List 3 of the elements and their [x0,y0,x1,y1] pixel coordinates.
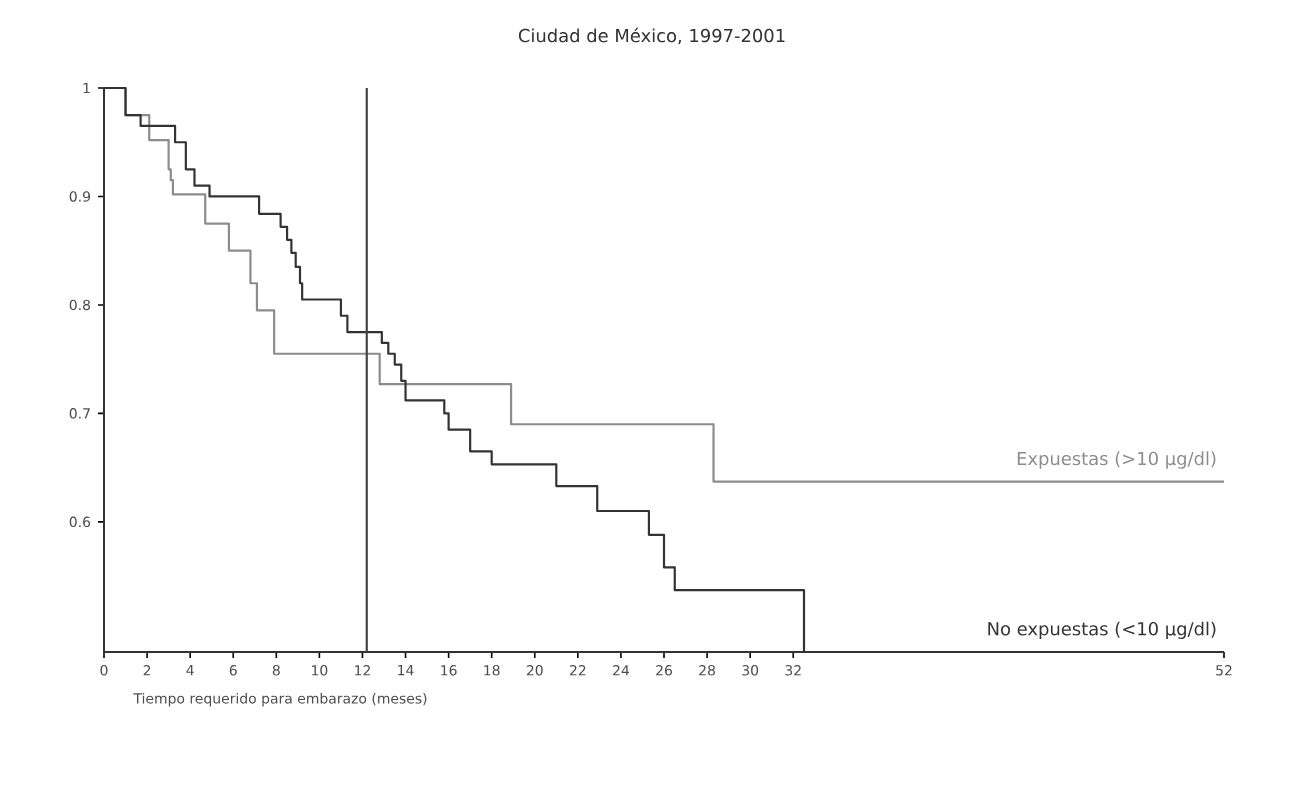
series-label: Expuestas (>10 µg/dl) [1017,451,1216,469]
series-label: No expuestas (<10 µg/dl) [988,621,1216,639]
chart-title: Ciudad de México, 1997-2001 [518,27,785,45]
